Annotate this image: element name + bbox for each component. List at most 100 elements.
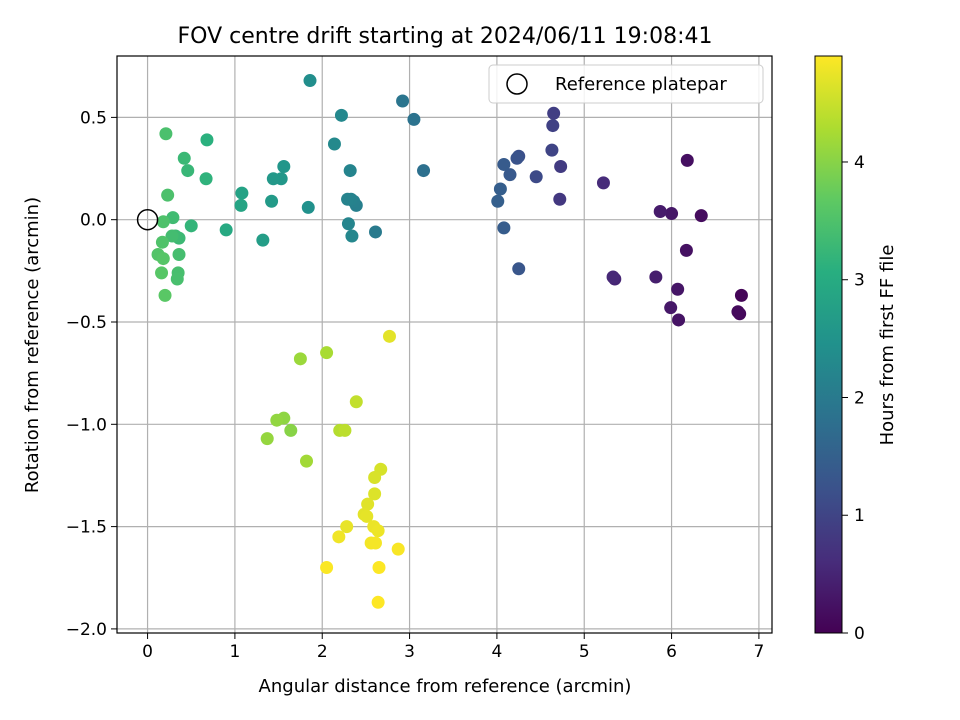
colorbar-ticks: 0 1 2 3 4 xyxy=(842,153,865,644)
x-tick-label: 3 xyxy=(404,642,415,662)
data-point xyxy=(155,266,169,280)
data-point xyxy=(671,282,685,296)
data-point xyxy=(653,205,667,219)
plot-frame xyxy=(116,55,773,634)
data-point xyxy=(349,395,363,409)
colorbar-tick-label: 0 xyxy=(854,624,865,644)
data-point xyxy=(260,432,274,446)
data-point xyxy=(184,219,198,233)
data-point xyxy=(158,288,172,302)
data-point xyxy=(391,542,405,556)
data-point xyxy=(529,170,543,184)
x-tick-label: 6 xyxy=(666,642,677,662)
y-axis-label: Rotation from reference (arcmin) xyxy=(22,197,43,493)
y-tick-label: −2.0 xyxy=(66,620,107,640)
x-tick-label: 2 xyxy=(317,642,328,662)
data-point xyxy=(503,168,517,182)
data-point xyxy=(170,272,184,286)
data-point xyxy=(554,159,568,173)
x-tick-label: 0 xyxy=(142,642,153,662)
colorbar-label: Hours from first FF file xyxy=(877,245,898,446)
grid xyxy=(117,56,772,633)
colorbar-tick-label: 2 xyxy=(854,388,865,408)
data-point xyxy=(493,182,507,196)
data-point xyxy=(371,595,385,609)
data-point xyxy=(407,112,421,126)
data-point xyxy=(553,192,567,206)
data-point xyxy=(340,520,354,534)
data-point xyxy=(341,192,355,206)
data-point xyxy=(234,198,248,212)
data-point xyxy=(396,94,410,108)
data-point xyxy=(382,329,396,343)
data-point xyxy=(301,200,315,214)
data-point xyxy=(369,536,383,550)
data-point xyxy=(546,119,560,133)
data-point xyxy=(265,194,279,208)
x-axis-label: Angular distance from reference (arcmin) xyxy=(259,676,632,697)
data-point xyxy=(680,153,694,167)
data-point xyxy=(338,423,352,437)
data-point xyxy=(284,423,298,437)
data-point xyxy=(417,164,431,178)
data-point xyxy=(665,207,679,221)
chart-title: FOV centre drift starting at 2024/06/11 … xyxy=(178,24,713,49)
data-point xyxy=(300,454,314,468)
data-point xyxy=(177,151,191,165)
data-point xyxy=(345,229,359,243)
data-point xyxy=(303,74,317,88)
data-point xyxy=(219,223,233,237)
data-point xyxy=(497,221,511,235)
y-tick-label: 0.5 xyxy=(80,108,107,128)
colorbar-gradient xyxy=(814,55,843,634)
data-point xyxy=(266,172,280,186)
data-point xyxy=(156,252,170,266)
y-axis-ticks: −2.0 −1.5 −1.0 −0.5 0.0 0.5 xyxy=(66,108,117,640)
data-point xyxy=(497,157,511,171)
legend-entry-reference: Reference platepar xyxy=(555,74,727,95)
data-point xyxy=(200,133,214,147)
y-tick-label: −1.5 xyxy=(66,518,107,538)
data-point xyxy=(547,106,561,120)
scatter-points xyxy=(151,74,748,609)
data-point xyxy=(293,352,307,366)
data-point xyxy=(372,561,386,575)
data-point xyxy=(606,270,620,284)
legend-box xyxy=(488,64,764,104)
data-point xyxy=(731,305,745,319)
data-point xyxy=(343,164,357,178)
data-point xyxy=(491,194,505,208)
data-point xyxy=(649,270,663,284)
legend: Reference platepar xyxy=(488,64,764,104)
x-tick-label: 1 xyxy=(229,642,240,662)
data-point xyxy=(360,509,374,523)
reference-marker xyxy=(136,208,159,231)
data-point xyxy=(341,217,355,231)
data-point xyxy=(596,176,610,190)
data-point xyxy=(181,164,195,178)
data-point xyxy=(694,209,708,223)
data-point xyxy=(734,288,748,302)
data-point xyxy=(361,497,375,511)
data-point xyxy=(327,137,341,151)
colorbar-tick-label: 3 xyxy=(854,271,865,291)
data-point xyxy=(270,413,284,427)
reference-marker-group xyxy=(136,208,159,231)
data-point xyxy=(672,313,686,327)
data-point xyxy=(159,127,173,141)
data-point xyxy=(545,143,559,157)
data-point xyxy=(332,530,346,544)
x-tick-label: 5 xyxy=(579,642,590,662)
data-point xyxy=(368,487,382,501)
data-point xyxy=(199,172,213,186)
legend-marker-icon xyxy=(506,73,528,95)
data-point xyxy=(371,524,385,538)
data-point xyxy=(172,247,186,261)
x-tick-label: 7 xyxy=(753,642,764,662)
data-point xyxy=(256,233,270,247)
data-point xyxy=(156,215,170,229)
y-tick-label: −0.5 xyxy=(66,313,107,333)
data-point xyxy=(320,561,334,575)
data-point xyxy=(161,188,175,202)
